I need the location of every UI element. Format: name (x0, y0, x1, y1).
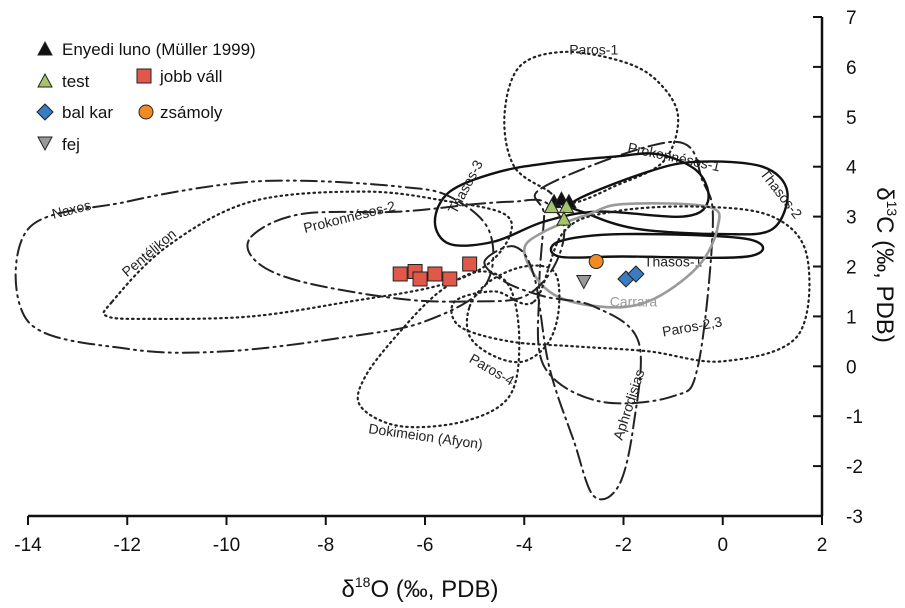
field-outline-thasos-2 (569, 160, 789, 236)
y-tick-label: 6 (846, 58, 857, 79)
legend-label-fej: fej (62, 135, 80, 154)
field-outline-aphrodisias (483, 245, 642, 501)
y-tick-label: -2 (846, 457, 863, 478)
x-tick-label: -2 (615, 535, 632, 556)
y-tick-label: 4 (846, 158, 857, 179)
field-outline-paros-2-3 (450, 205, 811, 363)
data-point-jobb-vall (462, 256, 478, 272)
data-point-zsamoly (588, 254, 604, 270)
field-label-dokimeion-afyon: Dokimeion (Afyon) (368, 420, 484, 452)
data-point-test (543, 198, 560, 214)
legend-marker-circle-orange (138, 104, 154, 120)
y-tick-label: 5 (846, 108, 857, 129)
field-outline-naxos (14, 179, 495, 354)
field-outline-dokimeion-afyon (356, 270, 521, 429)
y-tick-label: -1 (846, 407, 863, 428)
data-point-test (558, 198, 575, 214)
legend-label-jobb-vall: jobb váll (159, 67, 222, 86)
field-label-paros-4: Paros-4 (467, 350, 518, 388)
field-label-prokonnesos-1: Prokonnésos-1 (626, 139, 722, 174)
x-ticks: -14 -12 -10 -8 -6 -4 -2 0 2 (14, 516, 827, 556)
field-label-carrara: Carrara (610, 293, 658, 309)
field-outline-paros-1 (503, 50, 680, 205)
field-label-thasos-1: Thasos-1 (644, 254, 703, 270)
field-label-prokonnesos-2: Prokonnésos-2 (302, 198, 397, 236)
sample-points-layer (392, 191, 645, 290)
legend-marker-square-red (136, 68, 152, 84)
x-tick-label: -4 (516, 535, 533, 556)
field-outline-pentelikon (102, 190, 513, 321)
data-point-fej (575, 274, 592, 290)
field-outline-carrara (522, 202, 721, 309)
legend-entry-bal-kar: bal kar (36, 103, 113, 122)
data-point-jobb-vall (442, 271, 458, 287)
y-tick-label: 3 (846, 208, 857, 229)
y-tick-label: 2 (846, 258, 857, 279)
field-outline-prokonnesos-1 (533, 140, 714, 405)
field-label-paros-2-3: Paros-2,3 (661, 313, 724, 339)
legend-entry-jobb-vall: jobb váll (136, 67, 222, 86)
legend-label-zsamoly: zsámoly (160, 103, 223, 122)
x-tick-label: 0 (717, 535, 728, 556)
field-label-paros-1: Paros-1 (569, 41, 618, 57)
legend: Enyedi luno (Müller 1999) test jobb váll… (36, 40, 256, 154)
x-tick-label: -10 (213, 535, 240, 556)
data-point-test (556, 211, 572, 226)
y-tick-label: -3 (846, 507, 863, 528)
field-outline-prokonnesos-2 (246, 198, 566, 303)
x-tick-label: 2 (817, 535, 828, 556)
data-point-jobb-vall (392, 266, 408, 282)
data-point-jobb-vall (412, 271, 428, 287)
field-outline-paros-4 (465, 264, 561, 364)
legend-entry-zsamoly: zsámoly (138, 103, 223, 122)
field-label-naxos: Naxos (50, 197, 92, 222)
legend-entry-enyedi: Enyedi luno (Müller 1999) (37, 40, 256, 59)
legend-marker-triangle-green (37, 72, 53, 88)
legend-entry-fej: fej (37, 135, 80, 154)
data-point-jobb-vall (427, 266, 443, 282)
legend-marker-diamond-blue (36, 103, 54, 121)
data-point-bal-kar (627, 265, 645, 283)
field-label-aphrodisias: Aphrodisias (610, 367, 648, 442)
x-tick-label: -6 (417, 535, 434, 556)
y-tick-label: 7 (846, 8, 857, 29)
axes: -14 -12 -10 -8 -6 -4 -2 0 2 7 6 5 4 3 2 1 0 -1 -2 -3 (14, 8, 863, 556)
field-outline-thasos-3 (433, 152, 710, 247)
field-label-pentelikon: Pentélikon (119, 226, 179, 280)
legend-label-enyedi: Enyedi luno (Müller 1999) (62, 40, 256, 59)
x-tick-label: -8 (317, 535, 334, 556)
y-tick-label: 1 (846, 307, 857, 328)
legend-marker-triangle-black (37, 40, 53, 56)
y-tick-label: 0 (846, 357, 857, 378)
x-tick-label: -12 (114, 535, 141, 556)
x-tick-label: -14 (14, 535, 42, 556)
x-axis-title: δ18O (‰, PDB) (342, 574, 499, 603)
legend-label-test: test (62, 72, 90, 91)
y-ticks: 7 6 5 4 3 2 1 0 -1 -2 -3 (813, 8, 863, 528)
legend-label-bal-kar: bal kar (62, 103, 113, 122)
field-outline-thasos-1 (549, 232, 765, 259)
legend-entry-test: test (37, 72, 90, 91)
y-axis-title: δ13C (‰, PDB) (871, 187, 900, 343)
legend-marker-triangle-gray (37, 136, 53, 152)
